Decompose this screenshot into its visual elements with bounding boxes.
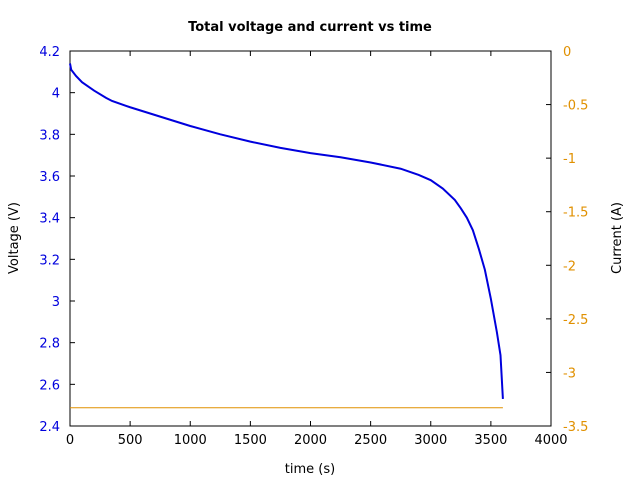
- y-tick-label: 3.6: [39, 170, 60, 185]
- x-axis-label: time (s): [285, 462, 335, 477]
- x-tick-label: 1500: [234, 433, 267, 448]
- voltage-series-line: [69, 63, 504, 399]
- x-tick-label: 500: [118, 433, 143, 448]
- y-tick-label: 4.2: [39, 45, 60, 60]
- y2-axis-label: Current (A): [610, 202, 625, 274]
- series-layer: [69, 63, 504, 409]
- y-tick-label: 2.4: [39, 420, 60, 435]
- y-tick-label: 3: [52, 295, 60, 310]
- y2-axis-ticks: 0 -0.5 -1 -1.5 -2 -2.5 -3 -3.5: [546, 45, 588, 435]
- y-tick-label: 3.8: [39, 128, 60, 143]
- x-tick-label: 2000: [294, 433, 327, 448]
- y2-tick-label: -2.5: [563, 313, 588, 328]
- y-tick-label: 2.8: [39, 337, 60, 352]
- y2-tick-label: -1: [563, 152, 576, 167]
- x-tick-label: 1000: [174, 433, 207, 448]
- y-tick-label: 3.2: [39, 253, 60, 268]
- x-tick-label: 3500: [474, 433, 507, 448]
- y-axis-ticks: 2.4 2.6 2.8 3 3.2 3.4 3.6 3.8 4 4.2: [39, 45, 75, 435]
- plot-frame: [69, 50, 552, 427]
- x-tick-label: 4000: [534, 433, 567, 448]
- y2-tick-label: -3: [563, 366, 576, 381]
- y2-tick-label: -2: [563, 259, 576, 274]
- y2-tick-label: -1.5: [563, 206, 588, 221]
- x-tick-label: 3000: [414, 433, 447, 448]
- y2-tick-label: -0.5: [563, 99, 588, 114]
- x-tick-label: 0: [66, 433, 74, 448]
- chart-title: Total voltage and current vs time: [188, 20, 432, 35]
- y2-tick-label: 0: [563, 45, 571, 60]
- x-axis-ticks: 0 500 1000 1500 2000 2500 3000 3500 4000: [66, 51, 568, 448]
- y-tick-label: 4: [52, 87, 60, 102]
- x-tick-label: 2500: [354, 433, 387, 448]
- y2-tick-label: -3.5: [563, 420, 588, 435]
- y-axis-label: Voltage (V): [7, 202, 22, 274]
- y-tick-label: 3.4: [39, 212, 60, 227]
- y-tick-label: 2.6: [39, 378, 60, 393]
